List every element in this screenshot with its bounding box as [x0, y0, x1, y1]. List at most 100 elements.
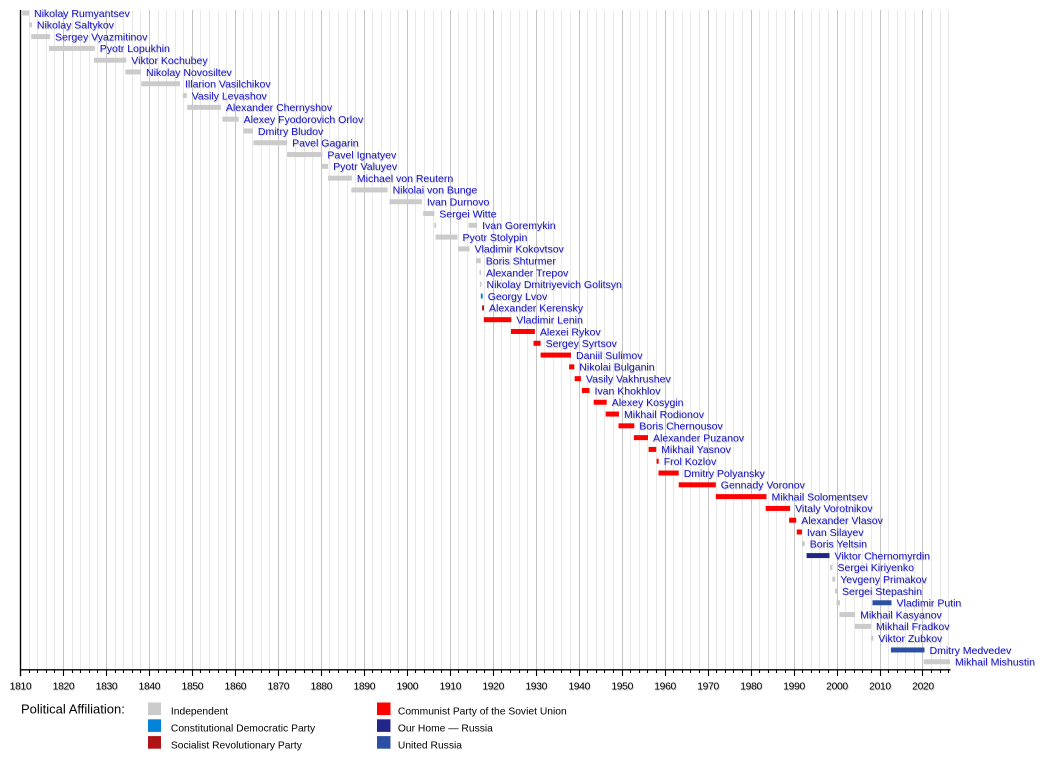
svg-text:Socialist Revolutionary Party: Socialist Revolutionary Party	[171, 740, 303, 751]
svg-text:Alexey Fyodorovich Orlov: Alexey Fyodorovich Orlov	[244, 115, 364, 127]
svg-text:United Russia: United Russia	[398, 740, 462, 751]
svg-text:Nikolay Novosiltev: Nikolay Novosiltev	[147, 68, 234, 80]
svg-text:Nikolay Saltykov: Nikolay Saltykov	[37, 20, 115, 32]
svg-text:Alexander Vlasov: Alexander Vlasov	[801, 515, 883, 527]
svg-text:Political Affiliation:: Political Affiliation:	[21, 701, 125, 716]
svg-text:1920: 1920	[483, 683, 505, 694]
svg-text:Sergey Syrtsov: Sergey Syrtsov	[546, 338, 618, 350]
svg-text:Constitutional Democratic Part: Constitutional Democratic Party	[171, 724, 316, 735]
svg-text:Georgy Lvov: Georgy Lvov	[488, 292, 548, 304]
svg-text:1880: 1880	[310, 682, 332, 693]
svg-text:Vladimir Lenin: Vladimir Lenin	[516, 314, 583, 326]
svg-text:1990: 1990	[784, 683, 806, 694]
svg-text:Dmitry Polyansky: Dmitry Polyansky	[684, 469, 766, 481]
svg-text:Dmitry Medvedev: Dmitry Medvedev	[930, 645, 1012, 657]
svg-text:Mikhail Mishustin: Mikhail Mishustin	[955, 657, 1035, 669]
svg-text:1880: 1880	[311, 683, 333, 694]
svg-text:Ivan Khokhlov: Ivan Khokhlov	[595, 385, 662, 397]
svg-text:2000: 2000	[826, 682, 848, 693]
svg-text:Michael von Reutern: Michael von Reutern	[358, 174, 454, 186]
svg-text:Michael von Reutern: Michael von Reutern	[357, 173, 453, 185]
svg-text:1930: 1930	[525, 682, 547, 693]
svg-text:Ivan Silayev: Ivan Silayev	[808, 528, 865, 540]
svg-text:Independent: Independent	[171, 707, 228, 718]
svg-text:Alexander Chernyshov: Alexander Chernyshov	[227, 103, 334, 115]
svg-text:Sergei Stepashin: Sergei Stepashin	[842, 586, 922, 598]
svg-text:1860: 1860	[225, 682, 247, 693]
svg-text:Ivan Silayev: Ivan Silayev	[807, 527, 864, 539]
svg-text:Alexander Chernyshov: Alexander Chernyshov	[226, 102, 333, 114]
svg-text:Sergei Stepashin: Sergei Stepashin	[843, 587, 923, 599]
svg-text:Nikolai Bulganin: Nikolai Bulganin	[579, 362, 654, 374]
svg-text:1840: 1840	[139, 683, 161, 694]
svg-text:Viktor Chernomyrdin: Viktor Chernomyrdin	[835, 550, 931, 562]
svg-text:1850: 1850	[182, 683, 204, 694]
svg-text:1980: 1980	[741, 683, 763, 694]
svg-text:1940: 1940	[569, 683, 591, 694]
svg-text:Nikolay Novosiltev: Nikolay Novosiltev	[146, 67, 233, 79]
svg-text:Vitaly Vorotnikov: Vitaly Vorotnikov	[796, 504, 874, 516]
svg-text:Mikhail Kasyanov: Mikhail Kasyanov	[861, 610, 943, 622]
svg-text:1950: 1950	[611, 682, 633, 693]
svg-text:Pyotr Lopukhin: Pyotr Lopukhin	[100, 43, 170, 55]
svg-text:Pyotr Valuyev: Pyotr Valuyev	[333, 161, 398, 173]
svg-text:Mikhail Solomentsev: Mikhail Solomentsev	[772, 491, 869, 503]
svg-text:Illarion Vasilchikov: Illarion Vasilchikov	[185, 79, 271, 91]
svg-text:Boris Chernousov: Boris Chernousov	[640, 422, 724, 434]
svg-text:Alexander Trepov: Alexander Trepov	[487, 268, 570, 280]
svg-text:1820: 1820	[53, 683, 75, 694]
svg-text:Vladimir Putin: Vladimir Putin	[897, 598, 962, 610]
svg-text:1810: 1810	[10, 683, 32, 694]
svg-text:Pyotr Lopukhin: Pyotr Lopukhin	[101, 44, 171, 56]
svg-text:Nikolai von Bunge: Nikolai von Bunge	[393, 186, 478, 198]
svg-text:2020: 2020	[913, 683, 935, 694]
svg-text:1840: 1840	[139, 682, 161, 693]
svg-text:1830: 1830	[96, 682, 118, 693]
svg-text:Gennady Voronov: Gennady Voronov	[721, 480, 806, 492]
svg-text:Mikhail Kasyanov: Mikhail Kasyanov	[860, 609, 942, 621]
svg-text:Yevgeny Primakov: Yevgeny Primakov	[840, 574, 927, 586]
svg-text:Frol Kozlov: Frol Kozlov	[664, 456, 717, 468]
svg-text:Alexander Kerensky: Alexander Kerensky	[489, 303, 584, 315]
svg-text:Mikhail Rodionov: Mikhail Rodionov	[625, 410, 706, 422]
svg-text:1970: 1970	[698, 683, 720, 694]
svg-text:Pavel Ignatyev: Pavel Ignatyev	[328, 150, 398, 162]
svg-text:1890: 1890	[353, 682, 375, 693]
svg-text:Sergei Kiriyenko: Sergei Kiriyenko	[838, 563, 915, 575]
svg-text:Nikolay Dmitriyevich Golitsyn: Nikolay Dmitriyevich Golitsyn	[487, 279, 623, 291]
svg-text:1860: 1860	[225, 683, 247, 694]
svg-text:Nikolay Rumyantsev: Nikolay Rumyantsev	[35, 9, 131, 21]
svg-text:Viktor Zubkov: Viktor Zubkov	[878, 633, 943, 645]
svg-text:Mikhail Rodionov: Mikhail Rodionov	[624, 409, 705, 421]
svg-text:Mikhail Fradkov: Mikhail Fradkov	[877, 622, 951, 634]
svg-text:Mikhail Yasnov: Mikhail Yasnov	[661, 444, 731, 456]
svg-text:Vasily Vakhrushev: Vasily Vakhrushev	[586, 373, 672, 385]
svg-text:Viktor Kochubey: Viktor Kochubey	[132, 56, 209, 68]
svg-text:Vladimir Putin: Vladimir Putin	[897, 598, 962, 610]
svg-text:Ivan Durnovo: Ivan Durnovo	[427, 197, 490, 209]
svg-text:Nikolai von Bunge: Nikolai von Bunge	[393, 185, 478, 197]
svg-text:Alexander Kerensky: Alexander Kerensky	[490, 304, 585, 316]
svg-text:Mikhail Solomentsev: Mikhail Solomentsev	[772, 492, 869, 504]
svg-text:Alexey Kosygin: Alexey Kosygin	[612, 397, 684, 409]
svg-text:Pavel Ignatyev: Pavel Ignatyev	[327, 149, 397, 161]
svg-text:Dmitry Medvedev: Dmitry Medvedev	[930, 646, 1012, 658]
svg-text:Nikolay Saltykov: Nikolay Saltykov	[38, 21, 116, 33]
svg-text:1890: 1890	[354, 683, 376, 694]
svg-text:Alexei Rykov: Alexei Rykov	[540, 326, 601, 338]
svg-text:Sergey Vyazmitinov: Sergey Vyazmitinov	[55, 31, 148, 43]
svg-text:2000: 2000	[827, 683, 849, 694]
svg-text:Alexey Kosygin: Alexey Kosygin	[612, 398, 684, 410]
svg-text:Illarion Vasilchikov: Illarion Vasilchikov	[186, 79, 272, 91]
svg-text:Viktor Zubkov: Viktor Zubkov	[879, 634, 944, 646]
svg-text:Alexander Puzanov: Alexander Puzanov	[654, 433, 746, 445]
svg-text:Alexei Rykov: Alexei Rykov	[541, 327, 602, 339]
svg-text:1960: 1960	[655, 683, 677, 694]
svg-text:Sergei Kiriyenko: Sergei Kiriyenko	[838, 562, 915, 574]
svg-text:1940: 1940	[568, 682, 590, 693]
svg-text:Vladimir Lenin: Vladimir Lenin	[517, 315, 584, 327]
svg-text:Pavel Gagarin: Pavel Gagarin	[292, 138, 359, 150]
svg-text:Boris Shturmer: Boris Shturmer	[486, 256, 557, 268]
svg-text:1900: 1900	[396, 682, 418, 693]
svg-text:Boris Chernousov: Boris Chernousov	[639, 421, 723, 433]
